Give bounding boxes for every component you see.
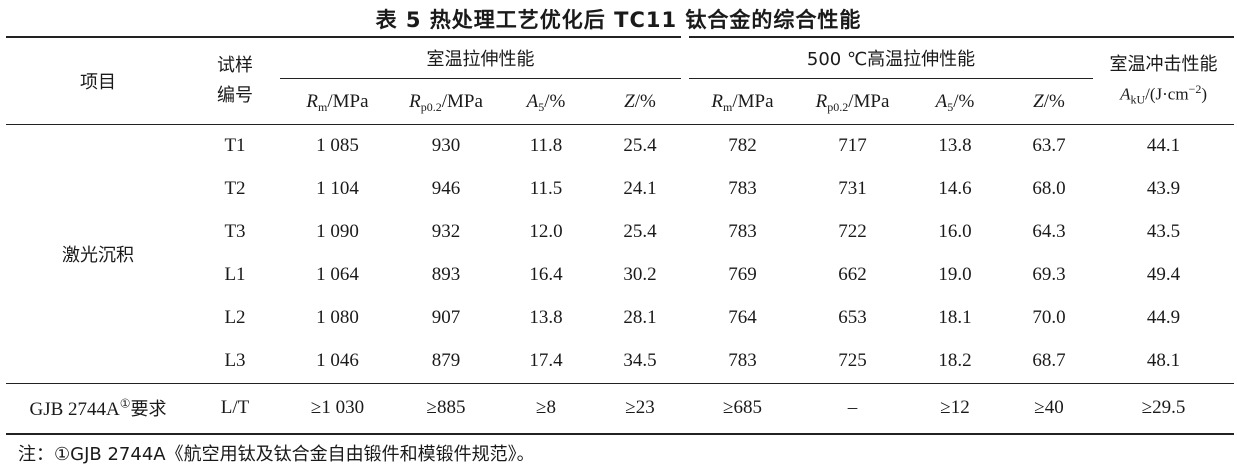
table-row: L2 1 080 907 13.8 28.1 764 653 18.1 70.0 44.9 [6, 297, 1234, 340]
table-cell: 1 064 [316, 264, 359, 285]
requirement-id: L/T [190, 382, 280, 435]
sample-id: T1 [224, 135, 246, 156]
requirement-cell: ≥12 [905, 382, 1005, 435]
table-cell: 48.1 [1146, 350, 1181, 371]
table-cell: 764 [728, 307, 757, 328]
table-cell: 653 [838, 307, 867, 328]
table-row: L1 1 064 893 16.4 30.2 769 662 19.0 69.3 49.4 [6, 254, 1234, 297]
sample-id: L1 [224, 264, 246, 285]
sample-id: T2 [224, 178, 246, 199]
table-row: T2 1 104 946 11.5 24.1 783 731 14.6 68.0 43.9 [6, 168, 1234, 211]
header-impact-unit: AkU/(J·cm−2) [1093, 78, 1235, 125]
table-row: T3 1 090 932 12.0 25.4 783 722 16.0 64.3 43.5 [6, 211, 1234, 254]
requirement-cell: ≥29.5 [1093, 382, 1235, 435]
table-cell: 907 [431, 307, 461, 328]
requirement-cell: ≥1 030 [280, 382, 395, 435]
requirement-cell: – [800, 382, 905, 435]
header-high-tensile: 500 ℃高温拉伸性能 [680, 36, 1094, 79]
table-cell: 930 [431, 135, 461, 156]
header-col: Z/% [595, 78, 685, 125]
table-cell: 769 [728, 264, 757, 285]
table-cell: 893 [431, 264, 461, 285]
header-impact: 室温冲击性能 [1093, 36, 1235, 78]
requirement-cell: ≥40 [1005, 382, 1094, 435]
group-label: 激光沉积 [62, 244, 134, 266]
header-col: Rp0.2/MPa [800, 78, 905, 125]
table-cell: 1 080 [316, 307, 359, 328]
header-room-tensile: 室温拉伸性能 [280, 36, 685, 79]
table-cell: 11.5 [529, 178, 563, 199]
table-cell: 70.0 [1032, 307, 1066, 328]
table-cell: 16.4 [529, 264, 563, 285]
table-cell: 722 [838, 221, 867, 242]
table-cell: 783 [728, 221, 757, 242]
table-note: 注：①GJB 2744A《航空用钛及钛合金自由锻件和模锻件规范》。 [18, 444, 535, 465]
table-cell: 25.4 [623, 135, 657, 156]
requirement-cell: ≥23 [595, 382, 685, 435]
table-cell: 43.9 [1146, 178, 1181, 199]
table-cell: 14.6 [938, 178, 972, 199]
table-cell: 1 046 [316, 350, 359, 371]
table-cell: 946 [431, 178, 461, 199]
header-col: Rm/MPa [280, 78, 395, 125]
table-cell: 17.4 [529, 350, 563, 371]
table-cell: 49.4 [1146, 264, 1181, 285]
sample-id: T3 [224, 221, 246, 242]
table-cell: 13.8 [529, 307, 563, 328]
table-cell: 731 [838, 178, 867, 199]
table-cell: 11.8 [529, 135, 563, 156]
table-cell: 1 085 [316, 135, 359, 156]
header-col: A5/% [905, 78, 1005, 125]
table-row: 激光沉积 T1 1 085 930 11.8 25.4 782 717 13.8 63.7 44.1 [6, 124, 1234, 266]
sample-id: L2 [224, 307, 246, 328]
table-cell: 34.5 [623, 350, 657, 371]
table-cell: 1 104 [316, 178, 359, 199]
table-cell: 725 [838, 350, 867, 371]
table-cell: 28.1 [623, 307, 657, 328]
table-cell: 1 090 [316, 221, 359, 242]
table-cell: 662 [838, 264, 867, 285]
table-cell: 69.3 [1032, 264, 1066, 285]
table-cell: 717 [838, 135, 867, 156]
requirement-cell: ≥8 [497, 382, 595, 435]
table-cell: 13.8 [938, 135, 972, 156]
header-col: A5/% [497, 78, 595, 125]
requirement-cell: ≥685 [685, 382, 800, 435]
table-cell: 43.5 [1146, 221, 1181, 242]
table-cell: 16.0 [938, 221, 972, 242]
requirement-label: GJB 2744A①要求 [6, 382, 190, 435]
table-cell: 783 [728, 178, 757, 199]
table-cell: 63.7 [1032, 135, 1066, 156]
table-cell: 782 [728, 135, 757, 156]
table-cell: 25.4 [623, 221, 657, 242]
table-cell: 18.1 [938, 307, 972, 328]
table-cell: 64.3 [1032, 221, 1066, 242]
table-cell: 30.2 [623, 264, 657, 285]
header-col: Z/% [1005, 78, 1094, 125]
header-sample-id: 试样 编号 [190, 36, 280, 125]
table-cell: 68.7 [1032, 350, 1066, 371]
header-col: Rm/MPa [685, 78, 800, 125]
table-row: L3 1 046 879 17.4 34.5 783 725 18.2 68.7 48.1 [6, 340, 1234, 384]
table-title: 表 5 热处理工艺优化后 TC11 钛合金的综合性能 [375, 8, 862, 32]
table-cell: 783 [728, 350, 757, 371]
table-cell: 932 [431, 221, 461, 242]
table-cell: 879 [431, 350, 461, 371]
table-cell: 19.0 [938, 264, 972, 285]
sample-id: L3 [224, 350, 246, 371]
table-cell: 44.9 [1146, 307, 1181, 328]
requirement-cell: ≥885 [395, 382, 497, 435]
table-cell: 24.1 [623, 178, 657, 199]
table-cell: 44.1 [1146, 135, 1181, 156]
properties-table: 项目 试样 编号 室温拉伸性能 500 ℃高温拉伸性能 室温冲击性能 Rm/MP… [6, 36, 1235, 435]
table-cell: 68.0 [1032, 178, 1066, 199]
requirement-row: GJB 2744A①要求 L/T ≥1 030 ≥885 ≥8 ≥23 ≥685– ≥12… [6, 382, 1235, 435]
table-cell: 12.0 [529, 221, 563, 242]
table-cell: 18.2 [938, 350, 972, 371]
header-item: 项目 [6, 36, 190, 125]
header-col: Rp0.2/MPa [395, 78, 497, 125]
